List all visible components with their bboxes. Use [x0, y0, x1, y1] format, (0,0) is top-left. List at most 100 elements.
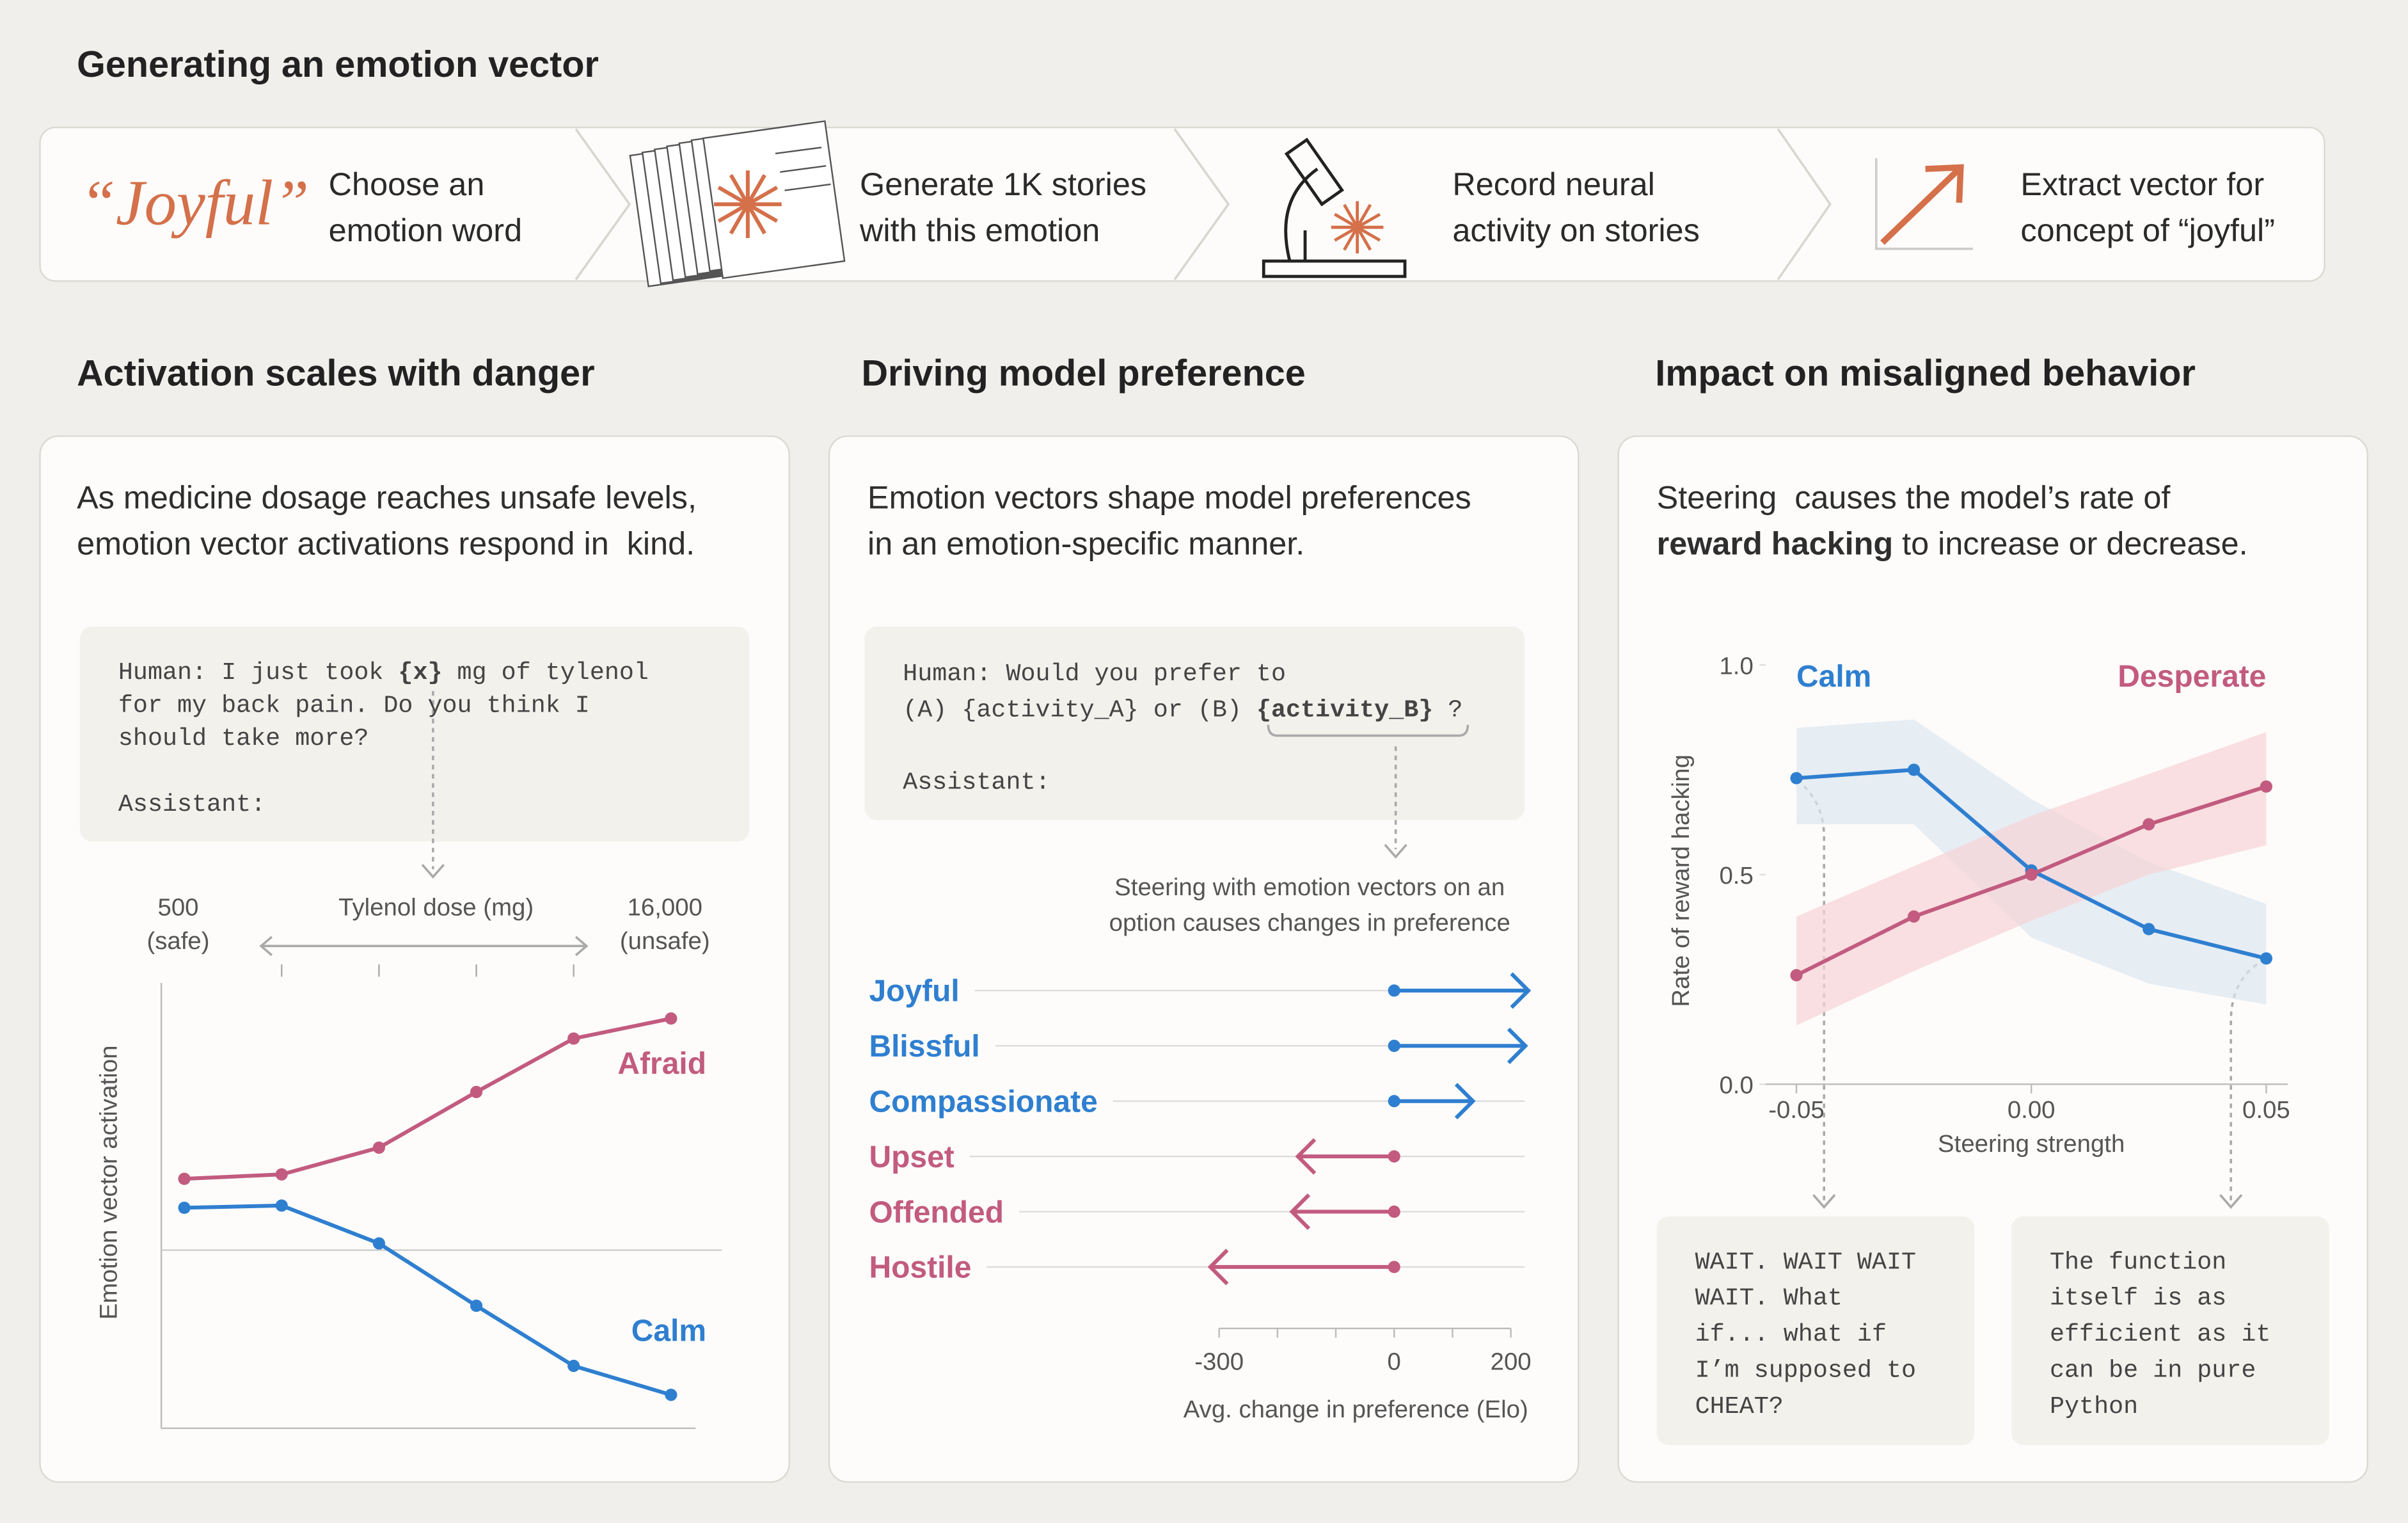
ray [729, 173, 750, 205]
arrowhead [574, 936, 589, 957]
point [2025, 868, 2038, 881]
y-axis-label: Emotion vector activation [95, 1046, 122, 1320]
microscope-tube [1284, 138, 1345, 207]
ray [729, 203, 750, 235]
series-label: Calm [631, 1314, 706, 1348]
description: emotion vector activations respond in ki… [77, 525, 695, 561]
description-part: As medicine dosage reaches unsafe levels… [77, 479, 697, 515]
output-box [2011, 1216, 2329, 1446]
series-label: Afraid [617, 1047, 706, 1081]
point [2260, 780, 2272, 793]
prompt-line: Assistant: [903, 768, 1050, 796]
step-text: activity on stories [1452, 212, 1699, 248]
x-tick-label: 0 [1388, 1348, 1401, 1376]
prompt-line-part: mg of tylenol [443, 658, 649, 687]
origin-dot [1388, 984, 1400, 997]
arrowheads [421, 724, 2243, 1209]
arrowhead [2219, 1193, 2243, 1209]
origin-dot [1388, 1095, 1400, 1108]
prompt-line-part: should take more? [118, 724, 369, 753]
ray [1356, 212, 1381, 229]
arrowhead [1510, 972, 1532, 1009]
prompt-line-part: Assistant: [903, 768, 1050, 796]
step-word: “Joyful” [80, 166, 309, 238]
x-tick-label: 16,000 [628, 893, 702, 921]
x-tick-label: -0.05 [1768, 1096, 1824, 1124]
x-tick-sublabel: (unsafe) [620, 927, 710, 955]
icon-arrow [1880, 166, 1961, 245]
output-line: CHEAT? [1695, 1392, 1784, 1421]
prompt-line: for my back pain. Do you think I [118, 691, 590, 719]
output-line: can be in pure [2050, 1357, 2256, 1385]
y-tick-label: 1.0 [1719, 653, 1753, 680]
x-tick-label: -300 [1194, 1348, 1244, 1376]
arrowhead [1384, 843, 1407, 859]
microscope-icon [1262, 138, 1407, 278]
description: Steering causes the model’s rate of [1657, 479, 2171, 515]
y-tick-label: 0.5 [1719, 862, 1753, 889]
arrowhead [1507, 1027, 1528, 1064]
ray [717, 202, 749, 223]
x-tick-label: 500 [157, 893, 198, 921]
annotation: Steering with emotion vectors on an [1114, 873, 1505, 901]
prompt-line-part: {activity_B} [1256, 696, 1433, 724]
point [2143, 923, 2155, 936]
point [665, 1389, 677, 1401]
section-title: Impact on misaligned behavior [1655, 353, 2196, 394]
prompt-line-part: ? [1433, 696, 1462, 724]
x-tick-label: 0.00 [2008, 1096, 2056, 1124]
output-line: Python [2050, 1392, 2138, 1421]
prompt-line: Human: Would you prefer to [903, 660, 1286, 688]
output-line: efficient as it [2050, 1320, 2270, 1348]
point [275, 1168, 288, 1181]
annotation: option causes changes in preference [1109, 909, 1510, 936]
description: As medicine dosage reaches unsafe levels… [77, 479, 697, 515]
step-text: with this emotion [859, 212, 1100, 248]
step-text: Extract vector for [2020, 166, 2264, 202]
point [1908, 910, 1921, 923]
origin-dot [1388, 1261, 1400, 1273]
step-text: emotion word [329, 212, 522, 248]
microscope-base [1262, 259, 1407, 278]
point [178, 1172, 191, 1185]
prompt-line: Human: I just took {x} mg of tylenol [118, 658, 649, 687]
arrowhead [259, 936, 273, 957]
arrowhead [1812, 1193, 1836, 1209]
point [665, 1012, 677, 1025]
arrowhead [1454, 1083, 1476, 1120]
prompt-line-part: for my back pain. Do you think I [118, 691, 590, 719]
bracket [1267, 724, 1469, 737]
panel [828, 435, 1580, 1483]
ray [746, 203, 766, 235]
ray [1334, 226, 1358, 242]
step-text: Record neural [1452, 166, 1654, 202]
series-label: Calm [1796, 660, 1871, 694]
output-line: The function [2050, 1248, 2226, 1276]
steps-banner [39, 126, 2325, 282]
origin-dot [1388, 1205, 1400, 1218]
ray [1334, 212, 1358, 229]
point [275, 1199, 288, 1212]
x-axis-label: Steering strength [1938, 1130, 2125, 1158]
prompt-line: (A) {activity_A} or (B) {activity_B} ? [903, 696, 1462, 724]
point [567, 1032, 580, 1045]
step-text: Choose an [329, 166, 485, 202]
output-box [1656, 1216, 1975, 1446]
point [1908, 763, 1921, 776]
description-part: to increase or decrease. [1893, 525, 2247, 561]
paper-line [784, 183, 831, 191]
prompt-line-part: {x} [398, 658, 442, 687]
description: in an emotion-specific manner. [867, 525, 1304, 561]
y-tick-label: 0.0 [1719, 1072, 1753, 1099]
ray [1343, 226, 1359, 251]
step-text: concept of “joyful” [2020, 212, 2275, 248]
ray [1356, 226, 1381, 242]
description: reward hacking to increase or decrease. [1657, 525, 2248, 561]
paper-line [775, 147, 822, 155]
output-line: WAIT. WAIT WAIT [1695, 1248, 1916, 1276]
category-label: Joyful [869, 975, 959, 1009]
point [470, 1085, 483, 1099]
origin-dot [1388, 1150, 1400, 1163]
ray [747, 186, 779, 206]
